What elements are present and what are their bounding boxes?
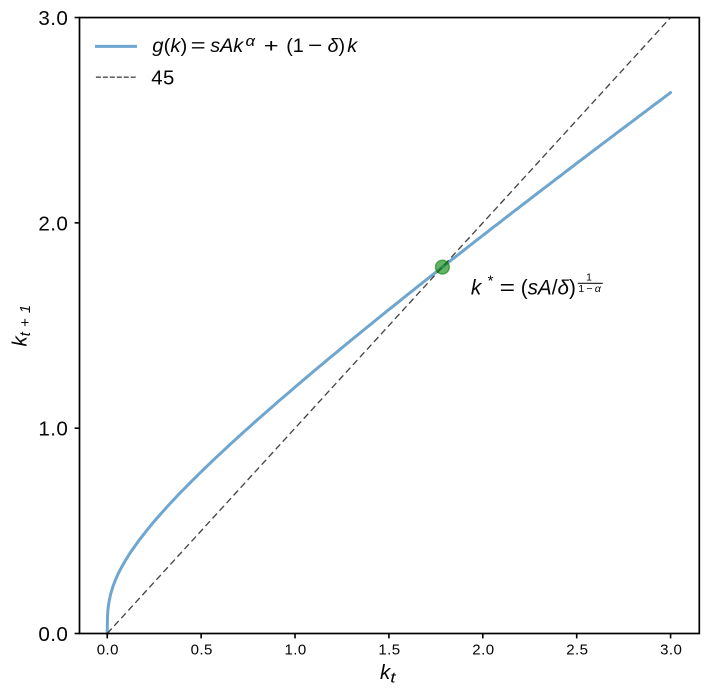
svg-text:1 − α: 1 − α (578, 284, 602, 295)
svg-text:=: = (500, 276, 515, 299)
svg-text:sAk: sAk (210, 35, 244, 57)
svg-text:k: k (347, 35, 358, 57)
svg-text:0.5: 0.5 (191, 642, 213, 659)
svg-text:g(k): g(k) (152, 35, 187, 57)
svg-text:2.0: 2.0 (472, 642, 494, 659)
svg-text:0.0: 0.0 (38, 623, 68, 646)
svg-text:δ): δ) (328, 35, 346, 57)
svg-text:*: * (488, 273, 494, 290)
svg-text:3.0: 3.0 (660, 642, 682, 659)
svg-text:(sA/δ): (sA/δ) (521, 276, 576, 299)
svg-text:0.0: 0.0 (97, 642, 119, 659)
svg-text:1.0: 1.0 (284, 642, 306, 659)
svg-text:2.0: 2.0 (38, 212, 68, 235)
svg-text:+: + (264, 35, 279, 57)
svg-text:1.0: 1.0 (38, 418, 68, 441)
svg-text:3.0: 3.0 (38, 7, 68, 30)
svg-text:1: 1 (586, 273, 592, 284)
svg-text:=: = (191, 35, 206, 57)
svg-text:1.5: 1.5 (378, 642, 400, 659)
svg-text:2.5: 2.5 (566, 642, 588, 659)
svg-text:(1: (1 (286, 35, 304, 57)
svg-text:k: k (471, 276, 483, 299)
svg-text:45: 45 (151, 67, 174, 89)
svg-text:−: − (308, 35, 322, 57)
svg-text:α: α (246, 34, 256, 50)
